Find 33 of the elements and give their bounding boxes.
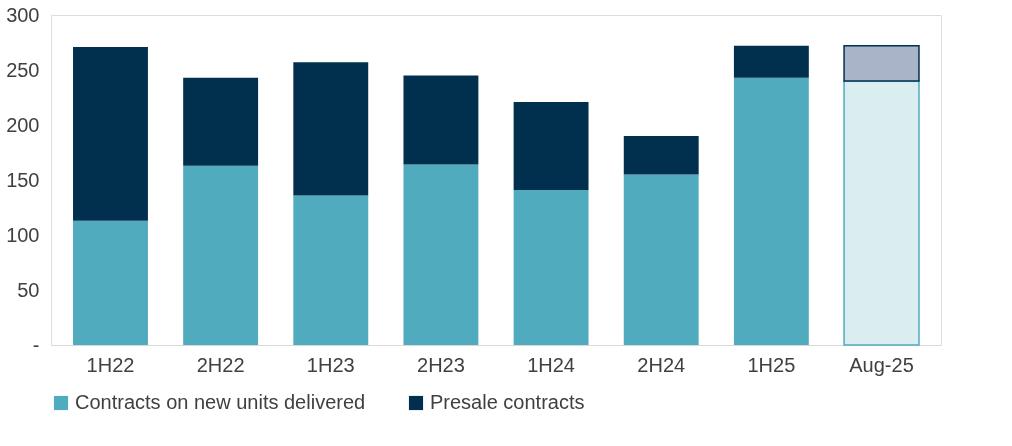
bar [73, 220, 148, 345]
y-tick-label: - [32, 333, 40, 356]
bar [293, 62, 369, 196]
bar [843, 80, 920, 346]
bar [183, 77, 259, 166]
bar [513, 101, 589, 190]
y-tick-label: 300 [6, 3, 40, 26]
y-tick-label: 250 [6, 58, 40, 81]
x-tick-label: 1H23 [306, 353, 355, 376]
x-tick-label: Aug-25 [849, 353, 914, 376]
x-tick-label: 2H24 [637, 353, 686, 376]
bar [293, 195, 369, 345]
legend-label: Contracts on new units delivered [75, 391, 366, 413]
bar [183, 165, 259, 345]
x-tick-label: 2H22 [196, 353, 245, 376]
legend-label: Presale contracts [430, 391, 585, 413]
bar [623, 174, 699, 345]
y-tick-label: 100 [6, 223, 40, 246]
y-tick-label: 200 [6, 113, 40, 136]
bar [843, 45, 920, 82]
bar [513, 189, 589, 345]
bar [73, 46, 148, 221]
x-tick-label: 2H23 [417, 353, 465, 376]
bar [733, 77, 809, 345]
bar [403, 164, 479, 345]
x-tick-label: 1H24 [527, 353, 575, 376]
y-tick-label: 150 [6, 168, 40, 191]
x-tick-label: 1H25 [747, 353, 796, 376]
bar [403, 75, 479, 165]
y-tick-label: 50 [17, 278, 40, 301]
bar [733, 45, 809, 78]
bar [623, 136, 699, 175]
x-tick-label: 1H22 [86, 353, 135, 376]
